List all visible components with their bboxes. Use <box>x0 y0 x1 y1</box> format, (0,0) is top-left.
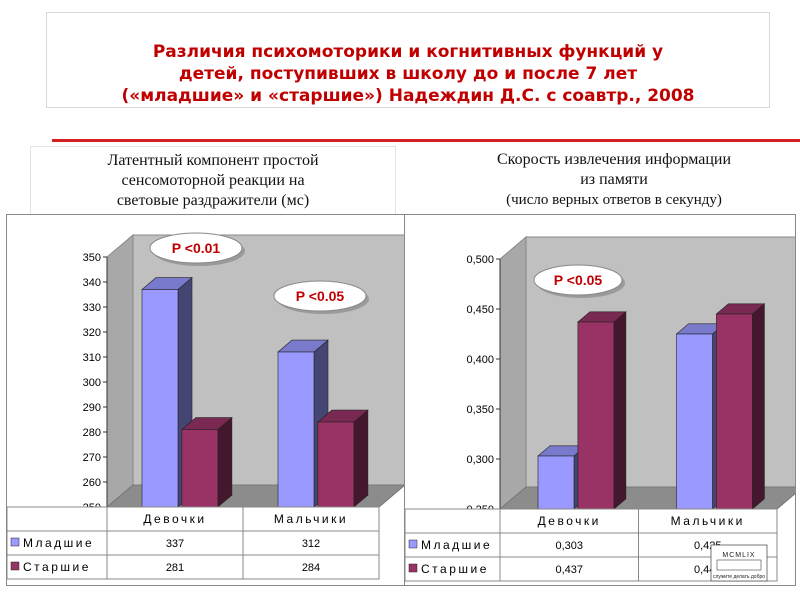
left-annotation-text: P <0.01 <box>172 240 221 256</box>
right-chart-subtitle: Скорость извлечения информации из памяти… <box>428 146 800 220</box>
left-annotation-bubble <box>149 232 243 264</box>
right-y-tick-label: 0,450 <box>466 304 494 316</box>
right-bar <box>676 333 713 510</box>
right-y-tick-label: 0,400 <box>466 354 494 366</box>
right-data-label: 0,303 <box>555 540 583 552</box>
right-category-label: Девочки <box>538 514 601 528</box>
right-bar <box>537 455 575 510</box>
right-legend-swatch <box>408 563 418 573</box>
left-legend-label: Старшие <box>23 560 91 574</box>
right-legend-swatch <box>408 539 418 549</box>
title-line-1: Различия психомоторики и когнитивных фун… <box>152 42 664 62</box>
left-bar <box>317 421 355 508</box>
right-side-wall <box>499 235 527 511</box>
right-chart-panel: 0,2500,3000,3500,4000,4500,500Девочки0,3… <box>404 214 800 586</box>
left-side-wall <box>106 233 134 509</box>
left-y-tick-label: 340 <box>83 277 101 289</box>
left-subtitle-line-3: световые раздражители (мс) <box>116 192 310 209</box>
right-y-tick-label: 0,300 <box>466 454 494 466</box>
left-chart: 250260270280290300310320330340350Девочки… <box>6 232 407 580</box>
right-data-label: 0,437 <box>555 564 583 576</box>
left-data-label: 337 <box>166 538 184 550</box>
left-legend-swatch <box>10 561 20 571</box>
left-subtitle-line-2: сенсомоторной реакции на <box>121 172 305 189</box>
title-line-3: («младшие» и «старшие») Надеждин Д.С. с … <box>121 86 695 106</box>
right-subtitle-line-3: (число верных ответов в секунду) <box>506 192 722 208</box>
left-annotation-text: P <0.05 <box>296 288 345 304</box>
logo-text: MCMLIX <box>722 552 755 559</box>
left-y-tick-label: 270 <box>83 452 101 464</box>
right-chart: 0,2500,3000,3500,4000,4500,500Девочки0,3… <box>404 235 800 582</box>
left-chart-panel: 250260270280290300310320330340350Девочки… <box>6 214 407 586</box>
right-y-tick-label: 0,350 <box>466 404 494 416</box>
right-legend-label: Младшие <box>421 538 492 552</box>
left-category-label: Мальчики <box>274 512 348 526</box>
left-data-label: 284 <box>302 562 320 574</box>
left-legend-swatch <box>10 537 20 547</box>
right-bar-side <box>752 303 765 510</box>
left-bar <box>141 289 179 508</box>
right-subtitle-line-1: Скорость извлечения информации <box>496 151 732 168</box>
left-y-tick-label: 310 <box>83 352 101 364</box>
left-chart-subtitle: Латентный компонент простой сенсомоторно… <box>30 146 396 216</box>
left-y-tick-label: 280 <box>83 427 101 439</box>
title-line-2: детей, поступивших в школу до и после 7 … <box>178 64 638 84</box>
divider-rule <box>52 139 800 142</box>
left-legend-label: Младшие <box>23 536 94 550</box>
title-box: Различия психомоторики и когнитивных фун… <box>46 12 770 108</box>
left-data-label: 312 <box>302 538 320 550</box>
right-bar <box>716 313 753 510</box>
right-y-tick-label: 0,500 <box>466 254 494 266</box>
left-category-label: Девочки <box>143 512 206 526</box>
logo-building <box>716 559 762 571</box>
right-category-label: Мальчики <box>671 514 745 528</box>
left-y-tick-label: 260 <box>83 477 101 489</box>
right-subtitle-line-2: из памяти <box>580 171 648 188</box>
left-annotation-bubble <box>273 280 367 312</box>
right-bar-side <box>613 311 627 510</box>
left-bar <box>277 351 315 508</box>
left-bar <box>181 429 219 508</box>
left-data-label: 281 <box>166 562 184 574</box>
left-y-tick-label: 290 <box>83 402 101 414</box>
left-y-tick-label: 320 <box>83 327 101 339</box>
left-y-tick-label: 330 <box>83 302 101 314</box>
right-annotation-text: P <0.05 <box>554 272 603 288</box>
left-bar-side <box>353 409 369 508</box>
right-annotation-bubble <box>533 264 623 296</box>
right-legend-label: Старшие <box>421 562 489 576</box>
logo-motto: служите делать добро <box>713 574 765 580</box>
left-y-tick-label: 300 <box>83 377 101 389</box>
left-y-tick-label: 350 <box>83 252 101 264</box>
right-bar <box>577 321 615 510</box>
left-data-table <box>6 506 380 580</box>
left-subtitle-line-1: Латентный компонент простой <box>107 152 319 169</box>
left-bar-side <box>217 416 233 508</box>
